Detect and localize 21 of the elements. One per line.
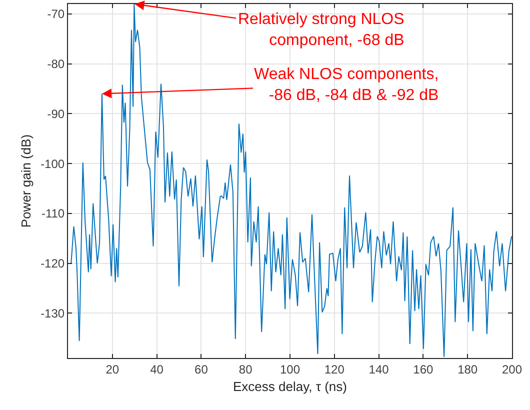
y-tick-label: -110 bbox=[41, 206, 65, 221]
annotation: Weak NLOS components, -86 dB, -84 dB & -92 dB bbox=[254, 66, 439, 104]
y-tick-label: -130 bbox=[40, 306, 65, 320]
x-axis-title: Excess delay, τ (ns) bbox=[233, 379, 347, 394]
y-axis-title: Power gain (dB) bbox=[18, 134, 34, 228]
x-tick-label: 20 bbox=[106, 362, 120, 376]
x-tick-label: 160 bbox=[413, 362, 434, 376]
y-tick-label: -80 bbox=[47, 57, 65, 72]
x-tick-label: 140 bbox=[368, 362, 390, 376]
y-tick-label: -70 bbox=[47, 7, 65, 22]
y-tick-label: -100 bbox=[40, 156, 65, 171]
x-tick-label: 100 bbox=[280, 362, 300, 376]
x-tick-label: 40 bbox=[150, 362, 164, 376]
x-tick-label: 80 bbox=[238, 362, 253, 376]
x-tick-label: 200 bbox=[502, 362, 522, 376]
x-tick-label: 60 bbox=[194, 362, 208, 376]
x-tick-label: 180 bbox=[458, 362, 478, 376]
y-tick-label: -90 bbox=[47, 106, 65, 121]
x-tick-label: 120 bbox=[324, 362, 345, 376]
annotation: Relatively strong NLOS component, -68 dB bbox=[238, 11, 404, 49]
y-tick-label: -120 bbox=[40, 256, 65, 270]
